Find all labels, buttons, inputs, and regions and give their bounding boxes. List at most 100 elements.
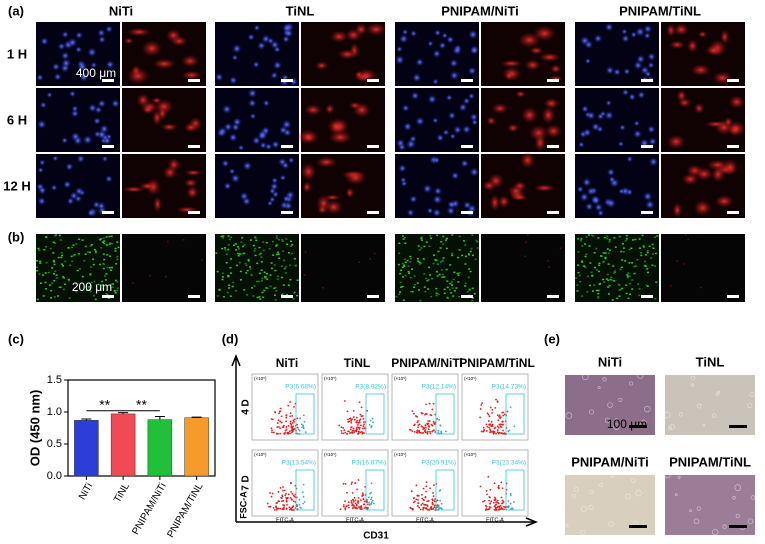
event — [282, 504, 285, 506]
cell — [290, 252, 293, 255]
cell — [604, 257, 607, 260]
event — [288, 506, 291, 509]
event — [352, 416, 355, 418]
event — [290, 425, 293, 428]
event — [281, 495, 284, 498]
cell — [83, 259, 86, 262]
nucleus — [77, 62, 88, 72]
cell — [105, 273, 108, 275]
event — [368, 424, 371, 426]
event — [416, 430, 419, 433]
cell — [436, 234, 439, 237]
cell — [276, 253, 279, 256]
event — [366, 409, 369, 412]
row-label: 12 H — [3, 178, 30, 193]
error-bar — [81, 418, 92, 421]
event — [509, 494, 512, 497]
cell — [625, 493, 632, 500]
event — [424, 413, 426, 416]
cell — [258, 253, 261, 256]
event — [496, 501, 499, 504]
cell — [586, 291, 589, 293]
cell — [447, 297, 450, 300]
cell — [607, 293, 610, 295]
cell — [222, 296, 225, 298]
cell — [602, 377, 607, 382]
event — [490, 420, 493, 423]
event — [357, 496, 360, 499]
nucleus — [619, 124, 626, 131]
cell — [304, 251, 307, 253]
cell — [221, 247, 224, 250]
cell — [747, 518, 754, 525]
event — [501, 432, 504, 435]
scale-bar — [367, 295, 379, 298]
scale-bar — [367, 145, 379, 148]
event — [412, 412, 415, 415]
cell — [573, 487, 579, 493]
cell — [625, 238, 628, 240]
cell — [669, 423, 675, 430]
cell — [136, 93, 150, 107]
event — [365, 498, 368, 501]
event — [361, 495, 363, 497]
cell — [39, 260, 42, 263]
cell — [221, 237, 224, 239]
event — [500, 496, 503, 499]
cell — [256, 262, 259, 265]
cell — [89, 284, 92, 287]
nucleus — [585, 202, 594, 211]
cell — [85, 289, 88, 292]
cell — [734, 484, 742, 491]
cell — [712, 529, 719, 536]
cell — [149, 274, 151, 277]
nucleus — [432, 208, 442, 218]
cell — [68, 279, 71, 282]
event — [299, 417, 301, 420]
nucleus — [468, 92, 475, 100]
nucleus — [591, 195, 601, 205]
micrograph — [395, 234, 479, 302]
event — [285, 496, 288, 499]
cell — [614, 418, 618, 421]
cell — [635, 489, 642, 497]
micrograph — [575, 154, 659, 218]
event — [289, 432, 291, 435]
cell — [274, 299, 277, 301]
event — [344, 431, 347, 434]
cell — [450, 284, 453, 286]
cell — [491, 103, 509, 114]
event — [493, 431, 496, 433]
event — [357, 433, 359, 435]
nucleus — [633, 129, 642, 139]
event — [302, 495, 305, 498]
nucleus — [436, 133, 445, 142]
event — [340, 426, 343, 429]
cell — [55, 274, 58, 276]
cell — [263, 289, 266, 292]
event — [421, 502, 424, 505]
gate-label: P3(14.73%) — [492, 384, 526, 391]
cell — [402, 299, 405, 301]
cell — [62, 265, 65, 267]
scale-bar — [641, 211, 653, 214]
cell — [38, 249, 41, 251]
cell — [455, 287, 458, 289]
nucleus — [427, 40, 434, 47]
label: (c) — [8, 331, 24, 346]
event — [372, 421, 374, 424]
cell — [162, 165, 178, 180]
event — [509, 492, 512, 495]
scale-bar — [188, 145, 200, 148]
micrograph — [301, 22, 387, 86]
cell — [637, 372, 644, 379]
label: (b) — [8, 229, 25, 244]
cell — [640, 254, 643, 257]
cell — [354, 70, 364, 79]
cell — [464, 282, 467, 285]
error-bar — [154, 415, 165, 420]
event — [488, 506, 491, 508]
event — [411, 410, 414, 413]
nucleus — [469, 167, 480, 177]
event — [432, 484, 435, 486]
